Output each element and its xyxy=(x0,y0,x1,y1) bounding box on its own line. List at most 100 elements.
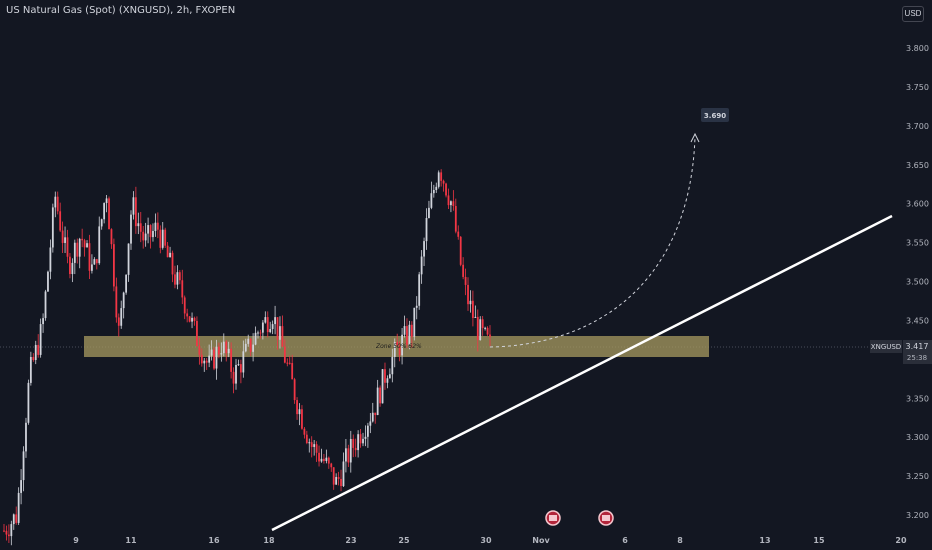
candle-body xyxy=(144,233,147,241)
candle-body xyxy=(152,230,154,238)
candle-body xyxy=(450,201,452,206)
candle-body xyxy=(76,242,79,257)
target-label-box xyxy=(701,108,729,122)
candle-body xyxy=(69,256,71,275)
candle-body xyxy=(291,363,294,380)
candle-body xyxy=(415,305,418,308)
candle-body xyxy=(247,338,250,344)
candle-body xyxy=(66,237,69,257)
x-tick-label: 23 xyxy=(345,536,356,545)
candle-body xyxy=(164,229,167,246)
candle-body xyxy=(437,172,440,187)
candle-body xyxy=(191,317,193,322)
currency-button[interactable]: USD xyxy=(902,6,924,22)
candle-body xyxy=(176,272,179,285)
candle-body xyxy=(445,183,447,196)
projection-curve[interactable] xyxy=(489,136,696,348)
x-tick-label: 6 xyxy=(622,536,628,545)
y-tick-label: 3.250 xyxy=(906,472,929,481)
candle-body xyxy=(95,259,98,264)
candle-body xyxy=(27,382,30,423)
candle-body xyxy=(352,438,355,448)
candle-body xyxy=(337,477,340,479)
candle-body xyxy=(196,320,198,347)
candle-body xyxy=(86,243,88,248)
candle-body xyxy=(476,316,479,341)
candle-body xyxy=(186,313,189,317)
candle-body xyxy=(464,276,467,285)
candle-body xyxy=(474,316,477,318)
candle-body xyxy=(56,196,59,212)
chart-title: US Natural Gas (Spot) (XNGUSD), 2h, FXOP… xyxy=(6,5,236,16)
trend-line[interactable] xyxy=(271,214,893,532)
y-tick-label: 3.800 xyxy=(906,44,929,53)
candle-body xyxy=(257,332,259,334)
candle-body xyxy=(269,329,272,333)
candle-body xyxy=(208,355,211,363)
y-tick-label: 3.700 xyxy=(906,122,929,131)
zone-rectangle[interactable] xyxy=(84,336,709,357)
candle-body xyxy=(98,226,101,264)
x-tick-label: 20 xyxy=(895,536,907,545)
candle-body xyxy=(425,218,428,242)
candle-body xyxy=(134,197,137,227)
candle-body xyxy=(479,319,482,341)
candle-body xyxy=(413,307,416,337)
candle-body xyxy=(349,438,352,463)
candle-body xyxy=(354,447,357,451)
candle-body xyxy=(388,374,391,379)
candle-body xyxy=(235,364,237,384)
candle-body xyxy=(332,467,335,485)
candle-body xyxy=(149,225,152,238)
candle-body xyxy=(47,271,49,292)
candle-body xyxy=(442,180,445,184)
candles-group xyxy=(3,169,491,546)
candle-body xyxy=(15,514,18,523)
candle-body xyxy=(303,428,306,435)
candle-body xyxy=(156,222,159,230)
symbol-tag-text: XNGUSD xyxy=(871,343,901,351)
price-axis[interactable]: 3.800 3.750 3.700 3.650 3.600 3.550 3.500 3.450… xyxy=(906,44,929,520)
event-icon[interactable] xyxy=(598,510,614,526)
candle-body xyxy=(486,327,489,335)
candle-body xyxy=(276,317,279,340)
candle-body xyxy=(22,451,25,481)
candle-body xyxy=(459,236,462,265)
candle-body xyxy=(376,387,379,416)
candle-body xyxy=(127,243,130,275)
candle-body xyxy=(408,324,411,345)
candle-body xyxy=(225,341,228,354)
candle-body xyxy=(366,425,369,437)
candle-body xyxy=(132,197,135,215)
candle-body xyxy=(147,225,149,234)
candle-body xyxy=(183,297,186,314)
candle-body xyxy=(340,478,342,487)
time-axis[interactable]: 9 11 16 18 23 25 30 Nov 6 8 13 15 20 xyxy=(73,536,907,545)
candle-body xyxy=(393,341,396,357)
candle-body xyxy=(100,219,103,227)
candle-body xyxy=(401,334,403,356)
candle-body xyxy=(428,207,430,219)
candle-body xyxy=(308,442,311,444)
candle-body xyxy=(384,369,386,383)
zone-label: Zone 50% 62% xyxy=(375,343,422,350)
candle-body xyxy=(266,317,269,333)
y-tick-label: 3.300 xyxy=(906,433,929,442)
x-tick-label: 15 xyxy=(813,536,825,545)
candle-body xyxy=(73,242,76,263)
y-tick-label: 3.600 xyxy=(906,200,929,209)
candle-body xyxy=(345,448,347,462)
candle-body xyxy=(252,344,255,352)
candle-body xyxy=(105,198,108,204)
candle-body xyxy=(64,237,66,243)
candle-body xyxy=(166,245,169,258)
candle-body xyxy=(261,322,264,333)
candle-body xyxy=(313,444,316,447)
candle-body xyxy=(32,356,35,361)
candle-body xyxy=(78,238,81,257)
candle-body xyxy=(484,327,487,329)
candle-body xyxy=(110,229,113,245)
event-icon[interactable] xyxy=(545,510,561,526)
candle-body xyxy=(139,223,142,232)
